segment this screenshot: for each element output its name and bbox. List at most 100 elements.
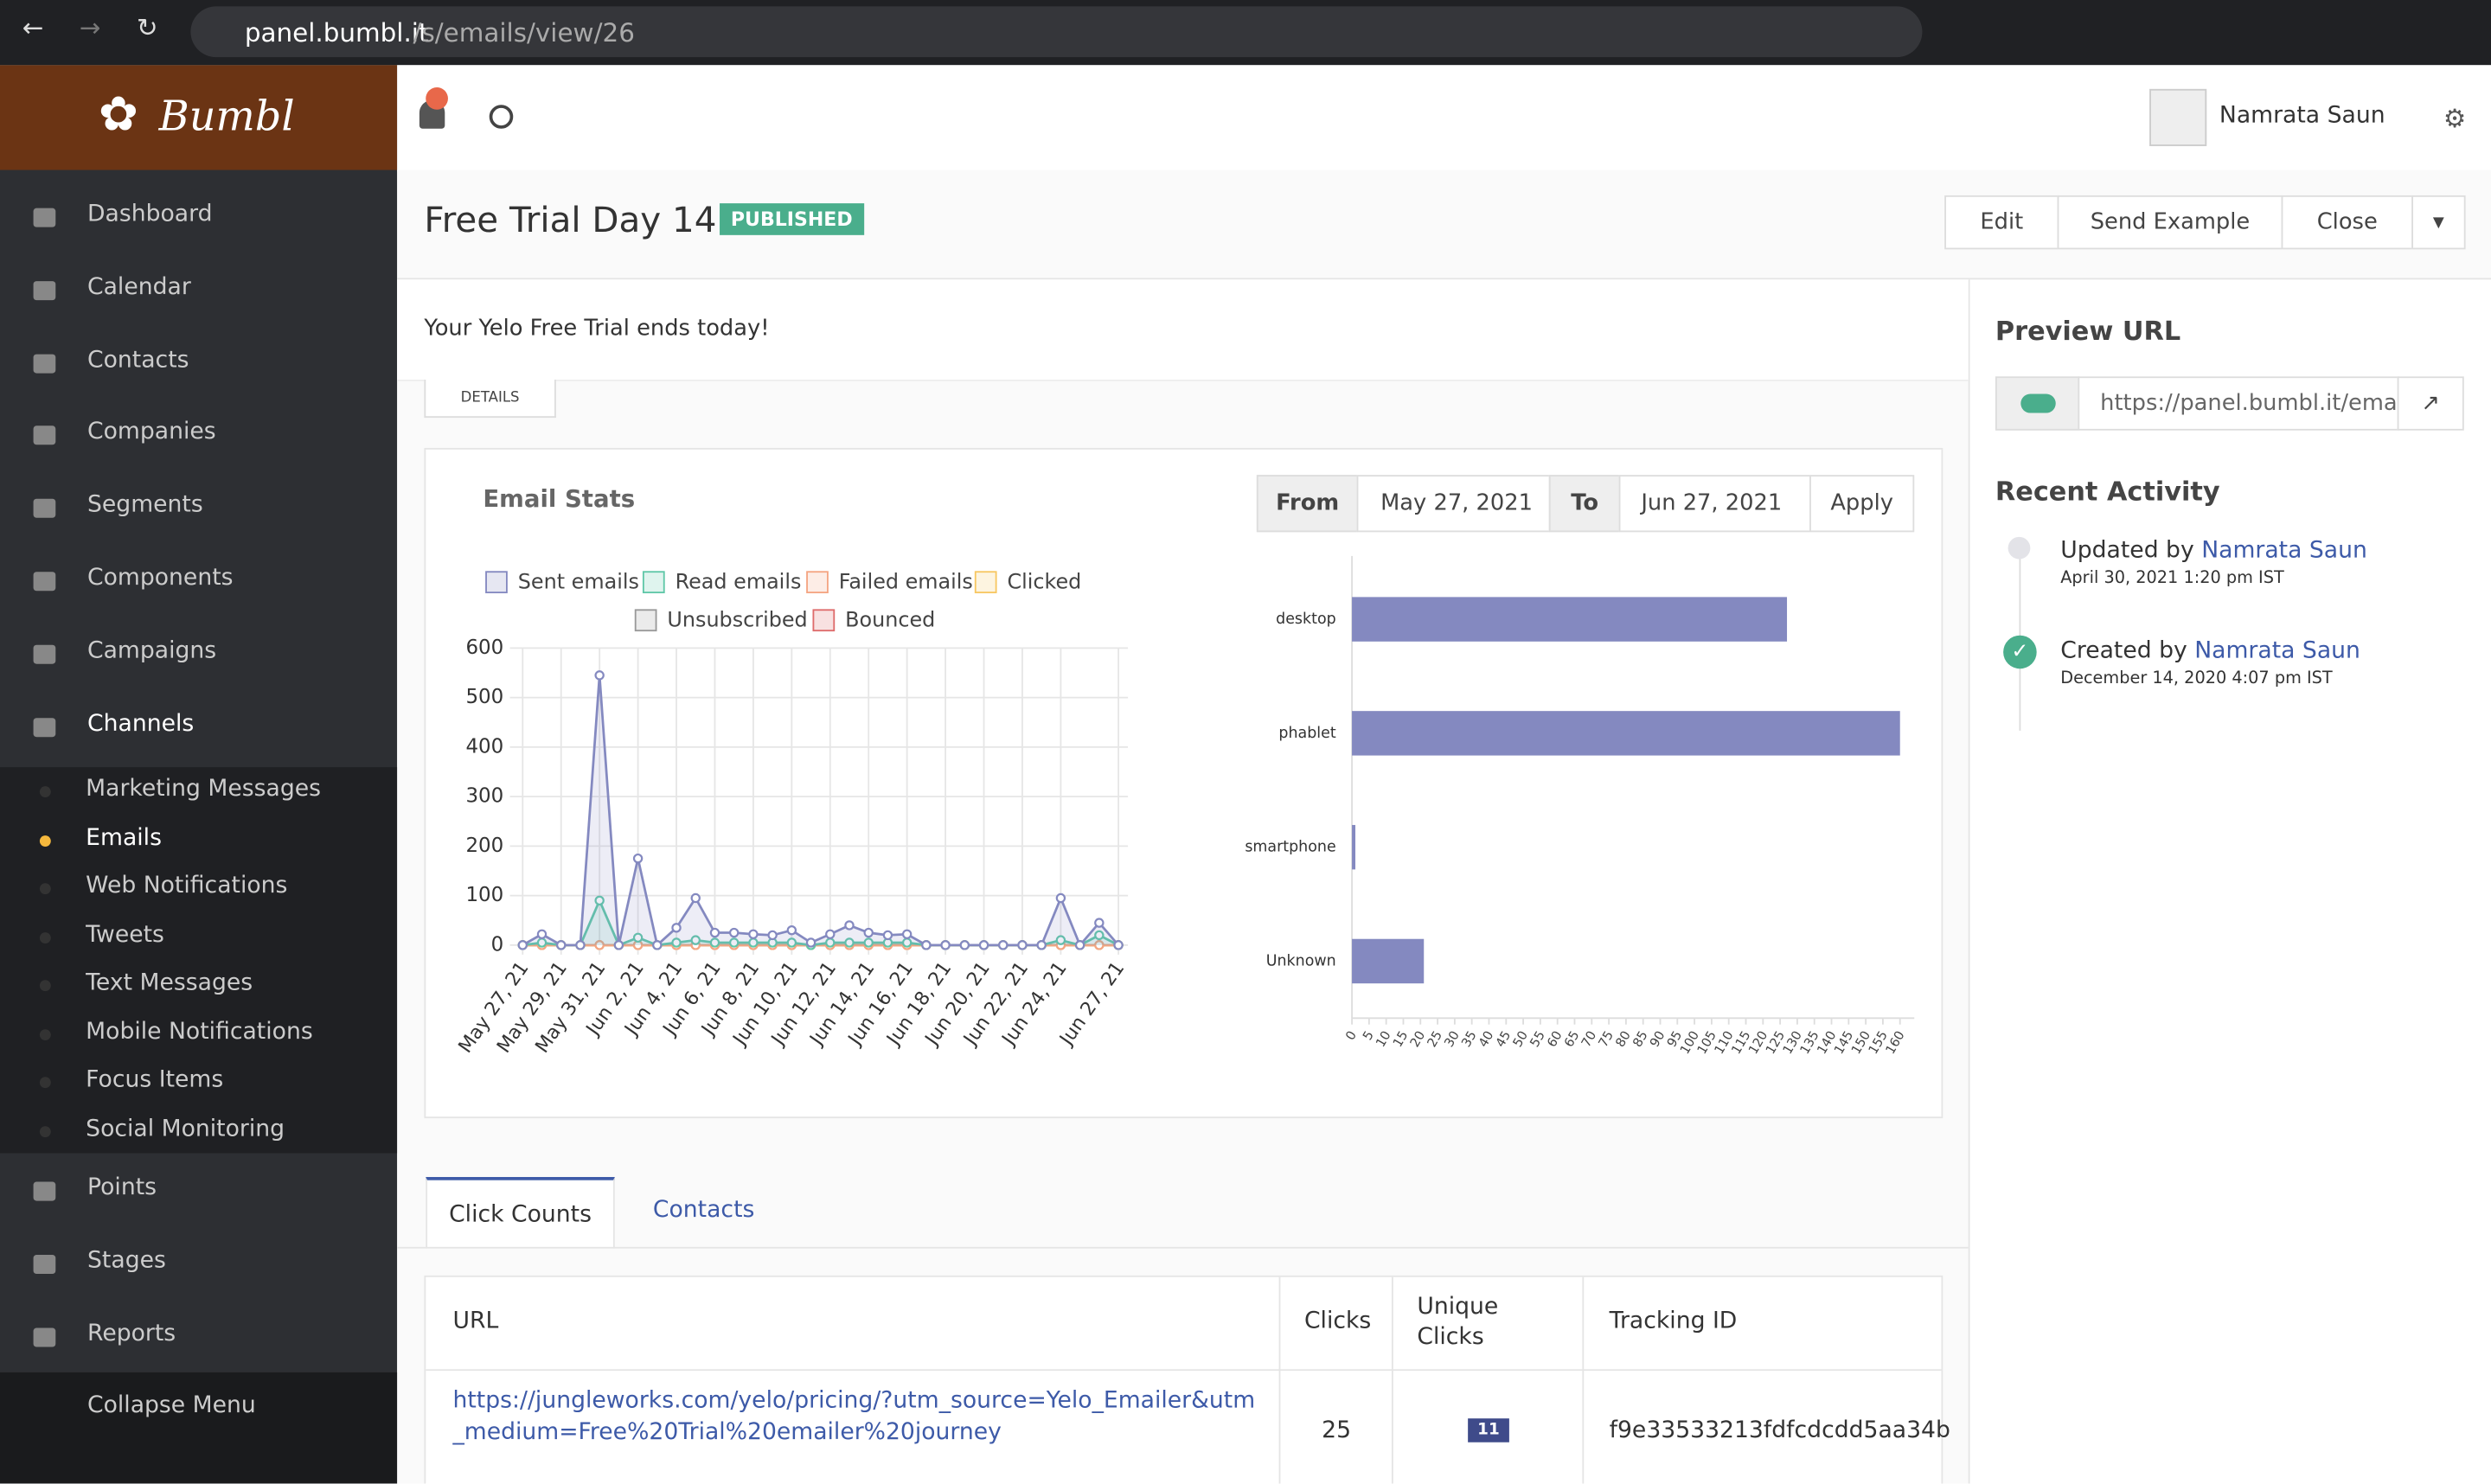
value: https://panel.bumbl.it/ema — [2100, 390, 2398, 417]
col-border — [1391, 1276, 1393, 1484]
th: Tracking ID — [1609, 1308, 1738, 1334]
apply-button[interactable]: Apply — [1809, 475, 1915, 533]
tab[interactable]: Contacts — [652, 1197, 755, 1224]
value: May 27, 2021 — [1380, 490, 1533, 516]
td: f9e33533213fdfcdcdd5aa34b — [1609, 1418, 1950, 1444]
nav-icon — [33, 572, 56, 592]
submenu-dot — [39, 1077, 51, 1089]
label: Edit — [1980, 209, 2024, 235]
from-date[interactable]: May 27, 2021 — [1356, 475, 1551, 533]
nav-item[interactable]: Components — [87, 565, 234, 592]
from-label: From — [1256, 475, 1359, 533]
browser-bar: ← → ↻ panel.bumbl.it /s/emails/view/26 — [0, 0, 2491, 66]
user-link[interactable]: Namrata Saun — [2194, 638, 2360, 664]
stats-title: Email Stats — [483, 484, 636, 514]
nav-item[interactable]: Campaigns — [87, 637, 217, 664]
url-path: /s/emails/view/26 — [413, 17, 635, 48]
nav-item[interactable]: Channels — [87, 711, 195, 737]
user-link[interactable]: Namrata Saun — [2201, 538, 2367, 565]
activity-item: Updated by Namrata Saun April 30, 2021 1… — [2060, 539, 2367, 588]
submenu-item[interactable]: Marketing Messages — [86, 777, 321, 803]
submenu-item[interactable]: Text Messages — [86, 970, 253, 996]
tab-active[interactable]: Click Counts — [426, 1177, 615, 1249]
timeline-check: ✓ — [2003, 635, 2037, 669]
details-toggle[interactable]: DETAILS — [424, 379, 556, 419]
nav-icon — [33, 717, 56, 737]
nav-item[interactable]: Segments — [87, 492, 203, 519]
nav-icon — [33, 1254, 56, 1274]
to-date[interactable]: Jun 27, 2021 — [1618, 475, 1811, 533]
activity-title: Recent Activity — [1995, 477, 2220, 507]
time: December 14, 2020 4:07 pm IST — [2060, 668, 2333, 688]
send-example-button[interactable]: Send Example — [2057, 195, 2283, 250]
nav-item[interactable]: Contacts — [87, 347, 189, 373]
reload[interactable]: ↻ — [136, 12, 158, 43]
col-border — [1582, 1276, 1585, 1484]
nav-item[interactable]: Reports — [87, 1321, 176, 1346]
close-button[interactable]: Close — [2281, 195, 2413, 250]
logo[interactable]: ✿ Bumbl — [0, 65, 398, 170]
submenu-item[interactable]: Social Monitoring — [86, 1116, 285, 1142]
submenu-dot — [39, 980, 51, 992]
subject: Your Yelo Free Trial ends today! — [424, 316, 770, 342]
submenu-dot — [39, 835, 51, 847]
th: URL — [452, 1308, 499, 1334]
submenu-item[interactable]: Mobile Notifications — [86, 1019, 313, 1045]
preview-toggle[interactable] — [1995, 376, 2080, 431]
collapse-bar — [0, 1372, 398, 1484]
submenu-item[interactable]: Emails — [86, 825, 162, 851]
submenu-dot — [39, 931, 51, 943]
user-name[interactable]: Namrata Saun — [2219, 103, 2385, 129]
nav-item[interactable]: Dashboard — [87, 201, 213, 227]
click-table: URL Clicks Unique Clicks Tracking ID htt… — [424, 1275, 1950, 1484]
nav-item[interactable]: Stages — [87, 1248, 166, 1274]
top-bar: Namrata Saun ⚙ — [397, 65, 2491, 172]
time: April 30, 2021 1:20 pm IST — [2060, 568, 2284, 588]
th: Clicks — [1303, 1308, 1372, 1334]
submenu-dot — [39, 883, 51, 895]
forward[interactable]: → — [79, 12, 101, 43]
submenu-item[interactable]: Tweets — [86, 922, 164, 948]
nav-icon — [33, 499, 56, 519]
notification-dot — [426, 87, 448, 110]
status-badge: PUBLISHED — [720, 203, 864, 235]
collapse-menu[interactable]: Collapse Menu — [87, 1392, 256, 1419]
col-border — [1278, 1276, 1281, 1484]
tab-border — [397, 1246, 1969, 1249]
brand: ✿ — [98, 87, 139, 144]
nav-item[interactable]: Companies — [87, 419, 216, 446]
url-host: panel.bumbl.it — [244, 17, 429, 48]
open-preview[interactable]: ↗ — [2397, 376, 2464, 431]
action: Created by — [2060, 638, 2187, 664]
label: Send Example — [2090, 209, 2251, 235]
url-link[interactable]: https://jungleworks.com/yelo/pricing/?ut… — [452, 1388, 1256, 1446]
page-header: Free Trial Day 14 PUBLISHED Edit Send Ex… — [397, 170, 2491, 280]
nav-icon — [33, 644, 56, 664]
activity-item: Created by Namrata Saun December 14, 202… — [2060, 638, 2360, 688]
nav-item[interactable]: Calendar — [87, 274, 191, 300]
address-bar[interactable]: panel.bumbl.it /s/emails/view/26 — [190, 6, 1923, 58]
nav-item[interactable]: Points — [87, 1175, 157, 1201]
avatar[interactable] — [2149, 88, 2207, 146]
settings[interactable]: ⚙ — [2443, 103, 2467, 134]
unique-badge: 11 — [1468, 1418, 1509, 1442]
more-button[interactable]: ▾ — [2411, 195, 2466, 250]
label: Click Counts — [449, 1201, 592, 1227]
nav-icon — [33, 1181, 56, 1201]
table-header — [426, 1277, 1942, 1372]
action: Updated by — [2060, 538, 2194, 565]
search[interactable] — [489, 105, 514, 129]
submenu-item[interactable]: Focus Items — [86, 1067, 224, 1093]
nav-icon — [33, 353, 56, 373]
submenu-item[interactable]: Web Notifications — [86, 873, 288, 899]
stats-panel: Email Stats From May 27, 2021 To Jun 27,… — [424, 447, 1943, 1119]
submenu-dot — [39, 786, 51, 798]
nav-icon — [33, 1327, 56, 1346]
td: 25 — [1322, 1418, 1352, 1444]
back[interactable]: ← — [22, 12, 44, 43]
preview-url[interactable]: https://panel.bumbl.it/ema — [2078, 376, 2399, 431]
nav-icon — [33, 425, 56, 446]
page-title: Free Trial Day 14 — [424, 201, 717, 242]
edit-button[interactable]: Edit — [1944, 195, 2059, 250]
